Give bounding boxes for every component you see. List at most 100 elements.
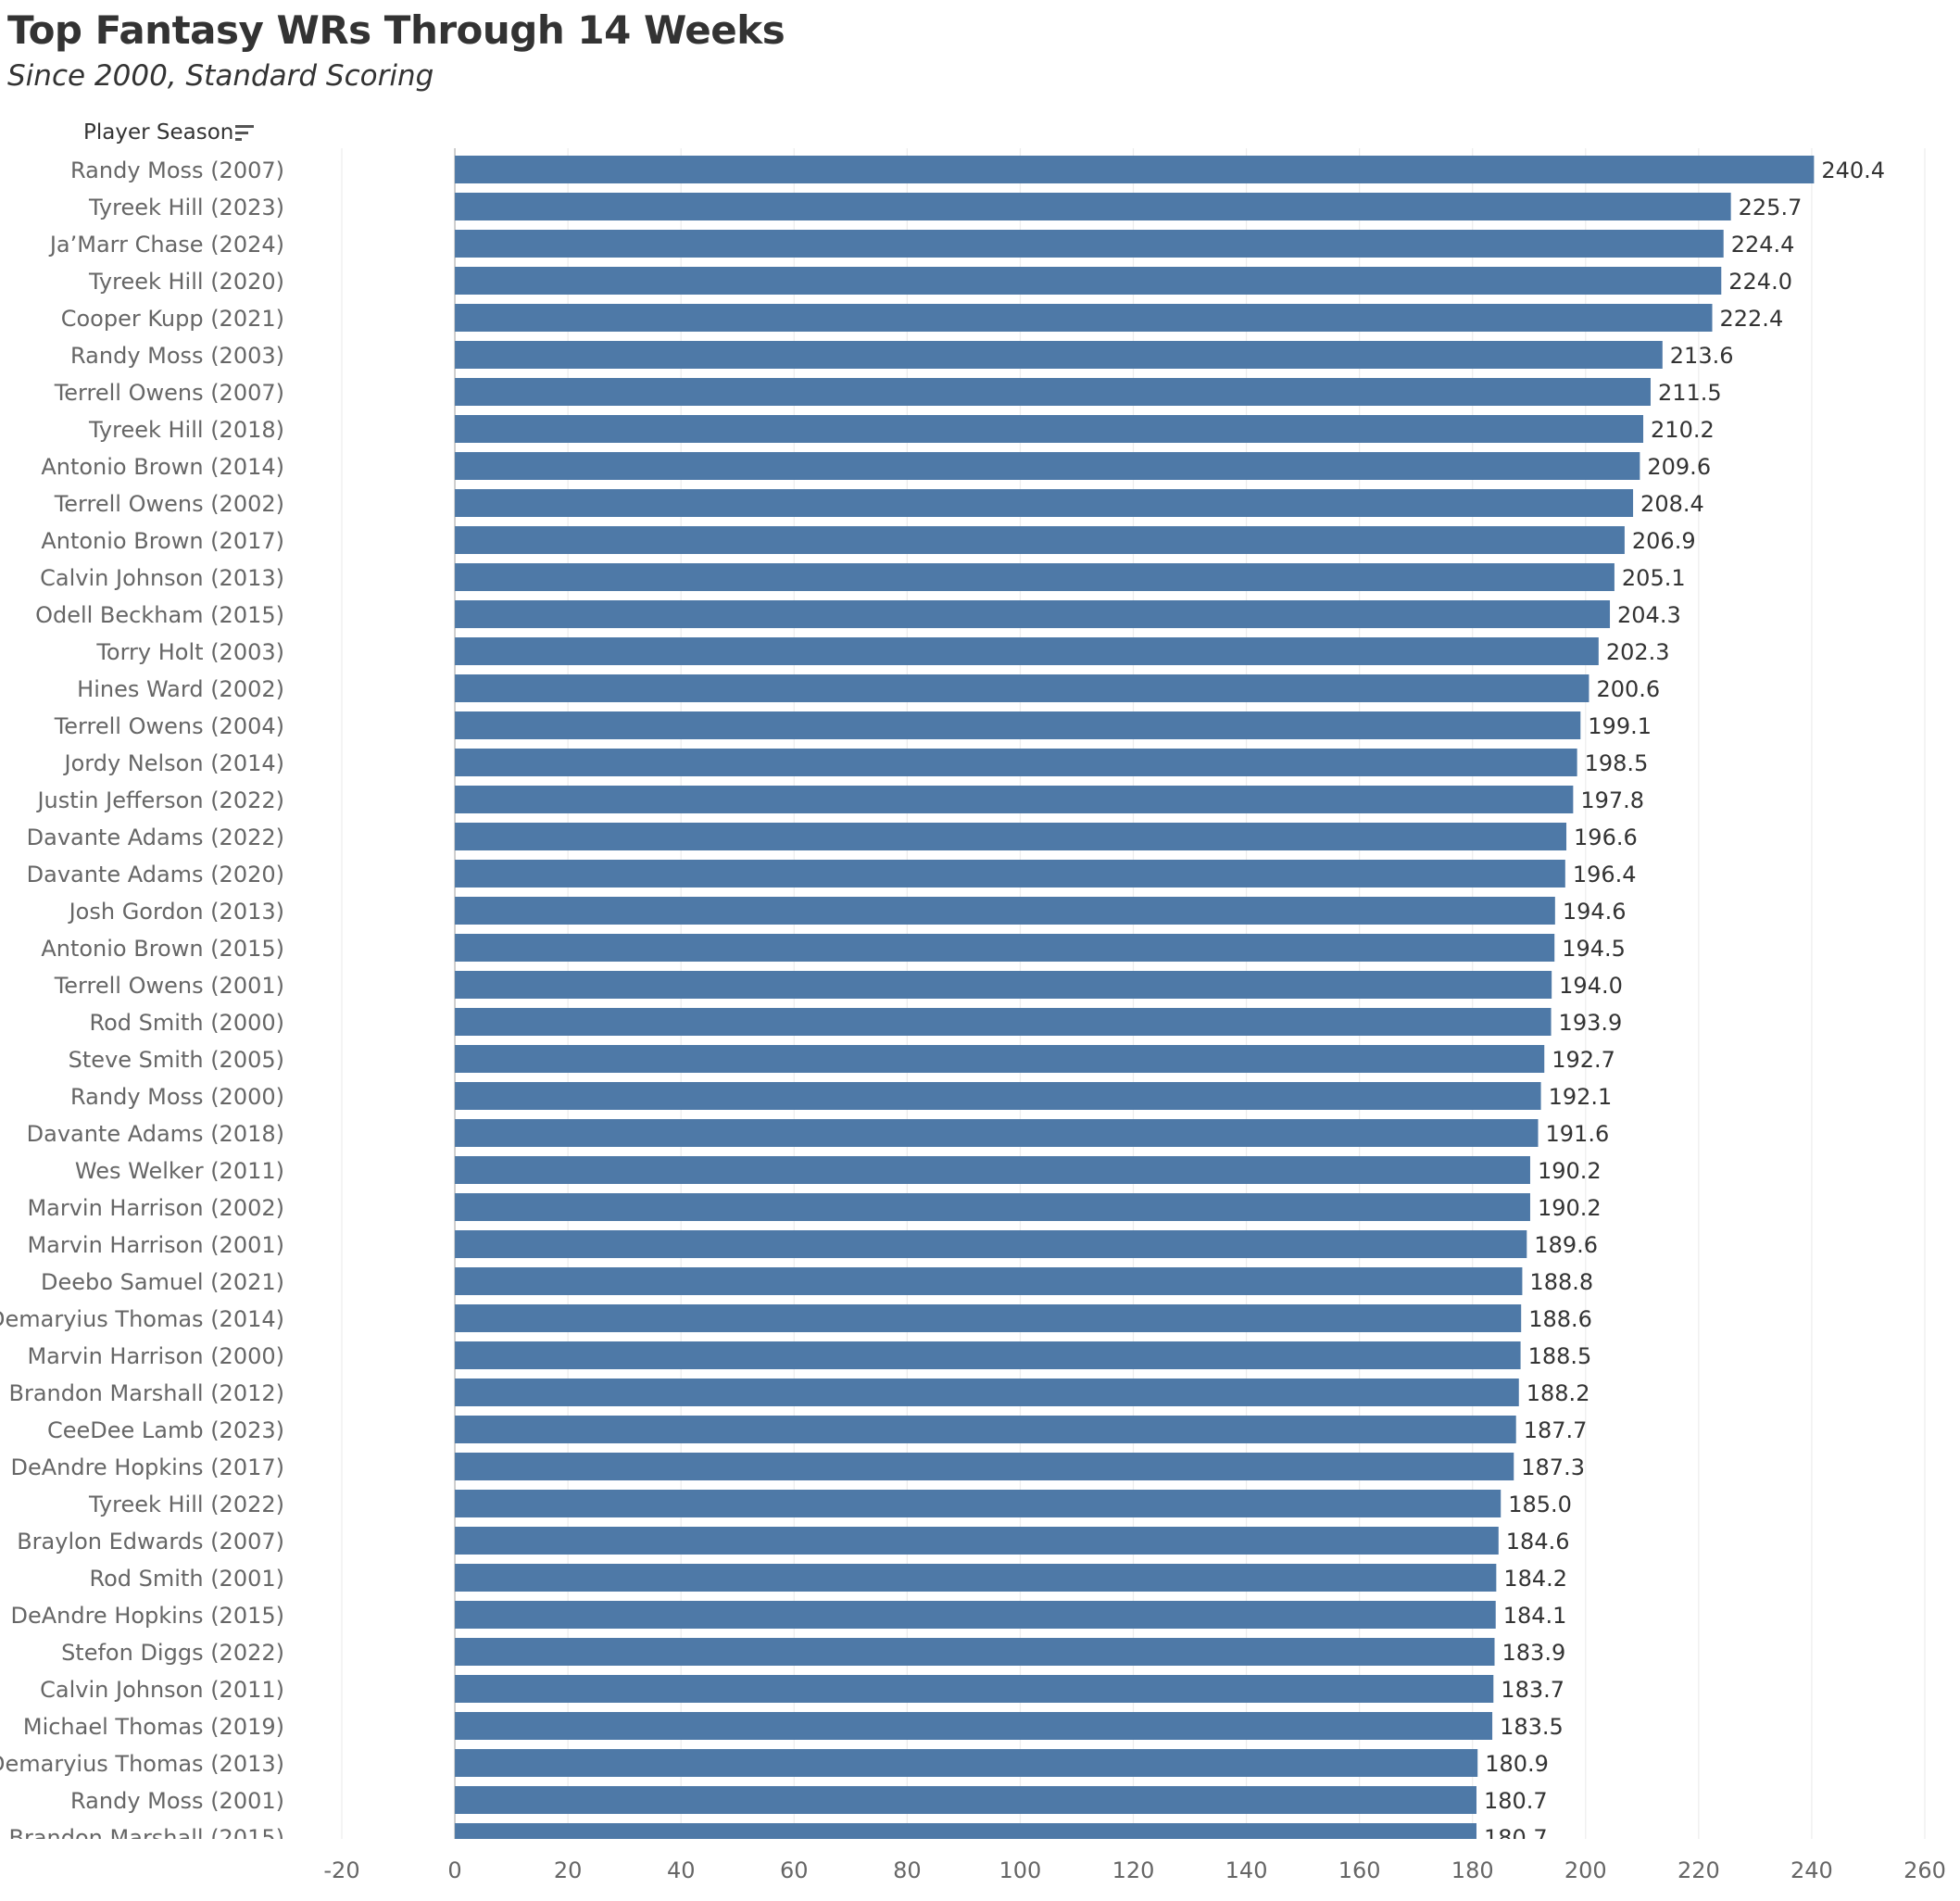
chart-subtitle: Since 2000, Standard Scoring [7, 59, 434, 93]
bar[interactable] [455, 1749, 1478, 1777]
bar[interactable] [455, 1601, 1496, 1629]
category-label: Marvin Harrison (2000) [27, 1343, 284, 1369]
category-label: Terrell Owens (2001) [54, 973, 284, 999]
category-label: Randy Moss (2007) [70, 157, 284, 183]
category-label: DeAndre Hopkins (2017) [10, 1454, 284, 1480]
category-label: Brandon Marshall (2015) [9, 1825, 284, 1851]
data-label: 198.5 [1585, 750, 1649, 776]
category-label: Antonio Brown (2015) [41, 936, 284, 962]
bar[interactable] [455, 1304, 1522, 1332]
data-label: 204.3 [1617, 602, 1681, 628]
bar[interactable] [455, 489, 1634, 517]
bar[interactable] [455, 1675, 1494, 1703]
category-label: Tyreek Hill (2023) [88, 195, 284, 220]
data-label: 194.5 [1562, 936, 1626, 962]
bar[interactable] [455, 563, 1614, 591]
bar[interactable] [455, 934, 1555, 962]
bar[interactable] [455, 1638, 1495, 1666]
x-tick-label: 180 [1451, 1857, 1494, 1883]
data-label: 190.2 [1538, 1195, 1602, 1221]
category-label: Josh Gordon (2013) [68, 899, 284, 925]
bar[interactable] [455, 1453, 1514, 1480]
bar[interactable] [455, 267, 1722, 295]
x-tick-label: 20 [554, 1857, 583, 1883]
category-label: Tyreek Hill (2018) [88, 417, 284, 443]
bar[interactable] [455, 415, 1644, 443]
bar[interactable] [455, 971, 1552, 999]
bar[interactable] [455, 1379, 1519, 1406]
category-header[interactable]: Player Season [83, 120, 234, 145]
bar[interactable] [455, 1267, 1523, 1295]
bar[interactable] [455, 1786, 1476, 1814]
data-label: 184.6 [1506, 1529, 1570, 1555]
data-label: 222.4 [1720, 306, 1784, 332]
category-labels: Randy Moss (2007) Tyreek Hill (2023) Ja’Ma… [0, 157, 284, 1851]
data-label: 199.1 [1588, 713, 1652, 739]
x-tick-label: 60 [780, 1857, 809, 1883]
bar[interactable] [455, 637, 1599, 665]
bar[interactable] [455, 1230, 1527, 1258]
category-label: Davante Adams (2020) [27, 862, 284, 888]
bar[interactable] [455, 1008, 1552, 1036]
bar[interactable] [455, 1527, 1499, 1555]
data-label: 183.9 [1502, 1640, 1566, 1666]
category-label: Randy Moss (2001) [70, 1788, 284, 1814]
data-label: 192.1 [1549, 1084, 1613, 1110]
x-tick-label: 100 [999, 1857, 1042, 1883]
bar[interactable] [455, 1082, 1541, 1110]
bar[interactable] [455, 786, 1574, 813]
bar[interactable] [455, 526, 1625, 554]
bar[interactable] [455, 193, 1731, 220]
bar[interactable] [455, 1341, 1521, 1369]
bar[interactable] [455, 823, 1567, 850]
bar[interactable] [455, 1490, 1501, 1517]
bar[interactable] [455, 860, 1565, 888]
category-label: Terrell Owens (2002) [54, 491, 284, 517]
data-label: 196.6 [1574, 825, 1638, 850]
data-label: 194.0 [1559, 973, 1623, 999]
bar[interactable] [455, 600, 1611, 628]
data-label: 188.2 [1527, 1380, 1590, 1406]
bar[interactable] [455, 304, 1713, 332]
category-label: Calvin Johnson (2011) [40, 1677, 284, 1703]
value-labels: 240.4 225.7 224.4 224.0 222.4 213.6 211.5 210.2… [1484, 157, 1885, 1851]
bar[interactable] [455, 1045, 1545, 1073]
data-label: 224.0 [1728, 269, 1792, 295]
data-label: 180.9 [1485, 1751, 1549, 1777]
bar[interactable] [455, 1712, 1493, 1740]
bar[interactable] [455, 1119, 1539, 1147]
bar[interactable] [455, 1416, 1516, 1443]
x-axis-ticks: -20 0 20 40 60 80 100 120 140 160 180 200 220 240 260 [323, 1857, 1946, 1883]
bar[interactable] [455, 674, 1589, 702]
bar-chart: Randy Moss (2007) Tyreek Hill (2023) Ja’Ma… [0, 148, 1946, 1883]
bar[interactable] [455, 341, 1663, 369]
data-label: 213.6 [1670, 343, 1734, 369]
sort-descending-icon[interactable] [235, 124, 256, 143]
x-tick-label: 220 [1677, 1857, 1720, 1883]
category-label: Antonio Brown (2014) [41, 454, 284, 480]
bar[interactable] [455, 156, 1815, 183]
data-label: 208.4 [1640, 491, 1704, 517]
category-label: Marvin Harrison (2002) [27, 1195, 284, 1221]
data-label: 190.2 [1538, 1158, 1602, 1184]
bar[interactable] [455, 1193, 1530, 1221]
x-tick-label: -20 [323, 1857, 359, 1883]
data-label: 205.1 [1622, 565, 1686, 591]
category-label: Wes Welker (2011) [75, 1158, 284, 1184]
bar[interactable] [455, 378, 1651, 406]
bar[interactable] [455, 1823, 1476, 1851]
bar[interactable] [455, 452, 1640, 480]
bar[interactable] [455, 711, 1581, 739]
data-label: 210.2 [1651, 417, 1715, 443]
category-label: Odell Beckham (2015) [35, 602, 284, 628]
bar[interactable] [455, 897, 1555, 925]
bar[interactable] [455, 1564, 1497, 1592]
bar[interactable] [455, 1156, 1530, 1184]
data-label: 194.6 [1563, 899, 1627, 925]
category-label: Demaryius Thomas (2014) [0, 1306, 284, 1332]
data-label: 183.7 [1501, 1677, 1564, 1703]
data-label: 180.7 [1484, 1825, 1548, 1851]
data-label: 196.4 [1573, 862, 1637, 888]
bar[interactable] [455, 749, 1577, 776]
bar[interactable] [455, 230, 1724, 258]
